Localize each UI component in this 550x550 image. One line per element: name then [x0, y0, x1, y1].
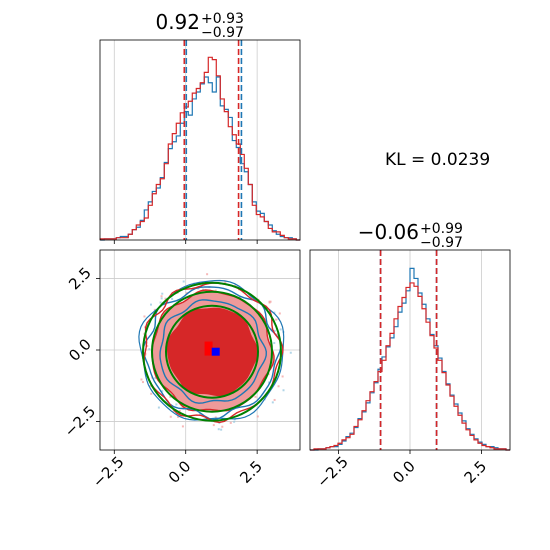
hist1-frame: [99, 39, 301, 241]
contour-scatter-point: [154, 377, 157, 380]
contour-scatter-point: [178, 409, 181, 412]
contour-scatter-point: [175, 403, 178, 406]
contour-scatter-point: [273, 311, 276, 314]
contour-scatter-point: [161, 390, 164, 393]
contour-scatter-point: [177, 415, 180, 418]
contour-scatter-point: [160, 295, 163, 298]
contour-scatter-point: [282, 389, 285, 392]
param2-title-value: −0.06: [358, 220, 419, 244]
contour-scatter-point: [221, 425, 224, 428]
contour-scatter-point: [140, 378, 143, 381]
contour-scatter-point: [270, 328, 273, 331]
contour-blue-mid: [159, 299, 268, 404]
contour-scatter-point: [217, 428, 220, 431]
contour-scatter-point: [181, 425, 184, 428]
contour-scatter-point: [185, 292, 188, 295]
contour-scatter-point: [172, 410, 175, 413]
contour-scatter-point: [143, 315, 146, 318]
contour-levels: [138, 279, 285, 424]
param1-title-value: 0.92: [155, 10, 200, 34]
hist1-quantile-lines: [183, 40, 243, 240]
contour-scatter-point: [276, 332, 279, 335]
contour-scatter-point: [279, 328, 282, 331]
param1-title-minus: −0.97: [201, 25, 244, 41]
contour-scatter-point: [214, 289, 217, 292]
panel-hist-param1: 0.92 +0.93 −0.97: [99, 10, 301, 244]
contour-scatter-point: [181, 406, 184, 409]
contour-scatter-point: [159, 301, 162, 304]
contour-scatter-point: [256, 415, 259, 418]
contour-scatter-point: [220, 428, 223, 431]
contour-scatter-point: [206, 273, 209, 276]
contour-scatter-point: [224, 281, 227, 284]
contour-scatter-point: [281, 375, 284, 378]
contour-scatter-point: [157, 406, 160, 409]
contour-scatter-point: [267, 381, 270, 384]
contour-green-mid: [151, 290, 273, 413]
param2-title-plus: +0.99: [420, 221, 463, 237]
contour-scatter-point: [277, 385, 280, 388]
contour-scatter-point: [141, 381, 144, 384]
contour-scatter-point: [268, 301, 271, 304]
contour-scatter-point: [161, 292, 164, 295]
panel-hist-param2: −0.06 +0.99 −0.97 −2.5 0.0 2.5: [309, 220, 511, 491]
hist1-area: [100, 40, 300, 240]
contour-red-edge: [143, 282, 284, 424]
contour-scatter-point: [149, 384, 152, 387]
contour-scatter-point: [289, 351, 292, 354]
contour-scatter-point: [229, 421, 232, 424]
contour-scatter-point: [169, 395, 172, 398]
param2-title-minus: −0.97: [420, 235, 463, 251]
contour-scatter-point: [212, 424, 215, 427]
contour-green-outer: [142, 281, 282, 422]
hist2-red-steps: [310, 282, 510, 451]
contour-scatter-point: [148, 348, 151, 351]
contour-scatter-point: [273, 329, 276, 332]
contour-scatter-point: [273, 398, 276, 401]
contour-scatter-point: [254, 395, 257, 398]
contour-scatter-point: [278, 312, 281, 315]
contour-scatter-point: [214, 416, 217, 419]
contour-blue-median-marker: [211, 347, 220, 356]
contour-scatter-point: [271, 401, 274, 404]
contour-scatter-point: [160, 297, 163, 300]
contour-scatter-point: [150, 392, 153, 395]
kl-annotation: KL = 0.0239: [385, 150, 490, 170]
hist1-red-steps: [99, 56, 301, 241]
contour-red-median-marker: [204, 341, 213, 356]
hist1-ticks: [113, 240, 258, 244]
contour-scatter-point: [273, 342, 276, 345]
contour-scatter-point: [202, 288, 205, 291]
contour-scatter-point: [153, 308, 156, 311]
contour-scatter-point: [150, 303, 153, 306]
contour-scatter-point: [233, 420, 236, 423]
contour-scatter-point: [238, 296, 241, 299]
contour-scatter-point: [275, 318, 278, 321]
hist2-quantile-lines: [379, 250, 438, 450]
contour-green-inner: [165, 304, 259, 399]
contour-scatter-point: [164, 297, 167, 300]
contour-scatter-point: [169, 415, 172, 418]
contour-scatter-point: [171, 297, 174, 300]
param1-title-plus: +0.93: [201, 11, 244, 27]
contour-scatter-point: [146, 344, 149, 347]
contour-scatter-point: [182, 280, 185, 283]
